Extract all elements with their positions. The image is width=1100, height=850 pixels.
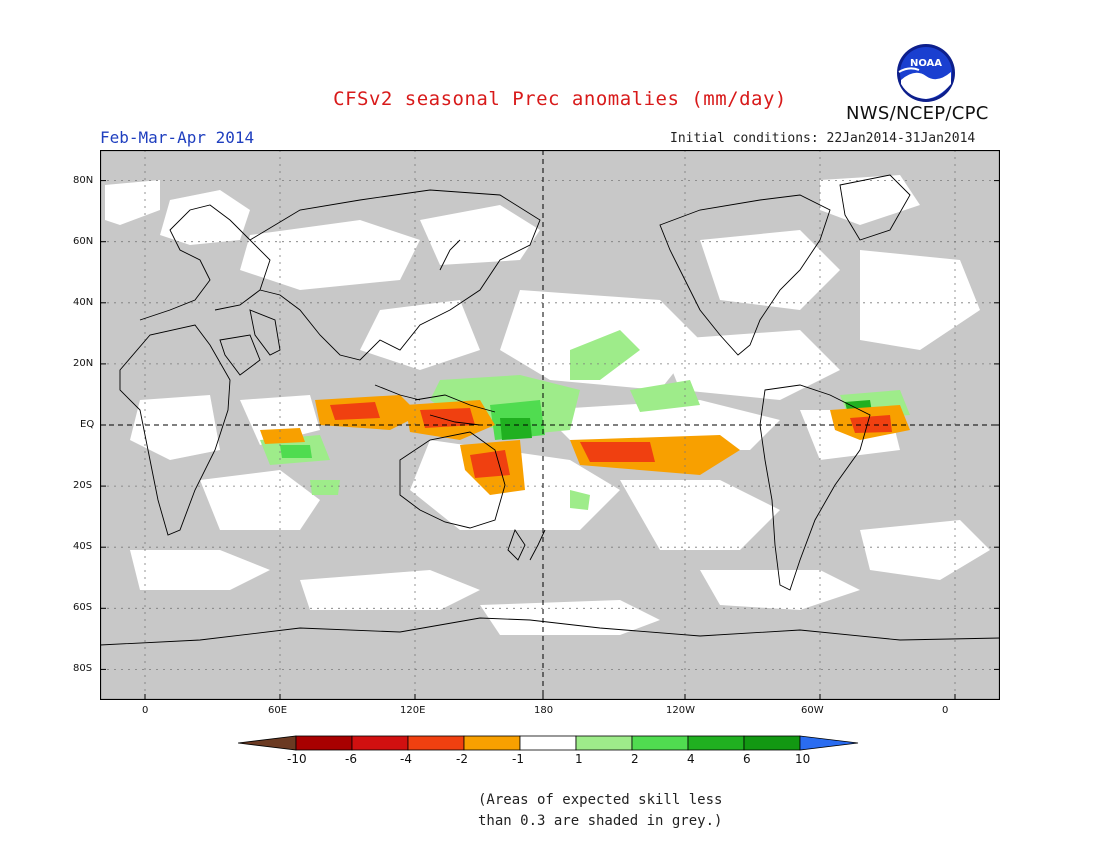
lon-label: 60W — [801, 705, 824, 716]
lat-label: 80S — [73, 663, 93, 674]
lon-label: 0 — [942, 705, 949, 716]
lon-label: 120W — [666, 705, 695, 716]
colorbar-label: -4 — [400, 752, 412, 766]
chart-title: CFSv2 seasonal Prec anomalies (mm/day) — [333, 88, 787, 110]
lat-label: 40S — [73, 541, 93, 552]
lat-label: 20S — [73, 480, 93, 491]
lon-label: 60E — [268, 705, 288, 716]
skill-note: (Areas of expected skill less than 0.3 a… — [478, 790, 738, 832]
colorbar-label: -1 — [512, 752, 524, 766]
colorbar-cell — [407, 735, 465, 751]
colorbar-cell — [519, 735, 577, 751]
skill-note-line: (Areas of expected skill less — [478, 792, 723, 808]
season-period: Feb-Mar-Apr 2014 — [100, 128, 255, 147]
colorbar-cell — [463, 735, 521, 751]
lat-label: 60N — [73, 236, 94, 247]
lat-label: 60S — [73, 602, 93, 613]
colorbar-cell — [687, 735, 745, 751]
lat-label: 40N — [73, 297, 94, 308]
colorbar-cell — [631, 735, 689, 751]
coastlines — [100, 174, 1000, 646]
lon-label: 0 — [142, 705, 149, 716]
lat-label: EQ — [80, 419, 95, 430]
anomaly-map — [100, 150, 1000, 700]
agency-label: NWS/NCEP/CPC — [846, 103, 989, 124]
colorbar-label: 1 — [575, 752, 583, 766]
initial-conditions: Initial conditions: 22Jan2014-31Jan2014 — [670, 131, 976, 146]
colorbar-label: -6 — [345, 752, 357, 766]
lat-label: 20N — [73, 358, 94, 369]
noaa-logo: NOAA — [897, 44, 955, 102]
colorbar-cell — [575, 735, 633, 751]
dry-anomalies — [260, 395, 910, 495]
colorbar-high-arrow — [799, 735, 859, 751]
lon-label: 120E — [400, 705, 426, 716]
colorbar-cell — [743, 735, 801, 751]
colorbar-label: 10 — [795, 752, 811, 766]
colorbar — [238, 735, 859, 751]
lat-label: 80N — [73, 175, 94, 186]
colorbar-cell — [295, 735, 353, 751]
colorbar-label: 6 — [743, 752, 751, 766]
colorbar-label: 2 — [631, 752, 639, 766]
skill-note-line: than 0.3 are shaded in grey.) — [478, 813, 723, 829]
lon-label: 180 — [534, 705, 554, 716]
colorbar-label: 4 — [687, 752, 695, 766]
colorbar-label: -10 — [287, 752, 307, 766]
colorbar-cell — [351, 735, 409, 751]
colorbar-label: -2 — [456, 752, 468, 766]
colorbar-low-arrow — [238, 735, 297, 751]
logo-text: NOAA — [910, 58, 942, 69]
